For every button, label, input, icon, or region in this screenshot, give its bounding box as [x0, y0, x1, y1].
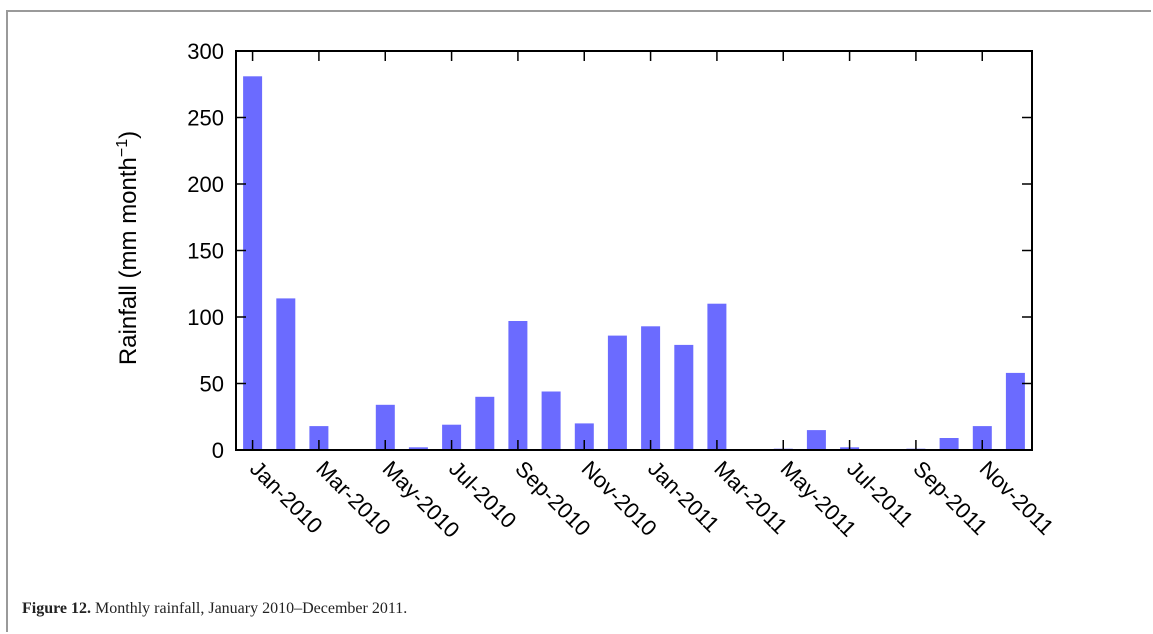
y-tick-label: 300 [187, 39, 224, 64]
y-tick-label: 150 [187, 239, 224, 264]
y-axis-label-close: ) [115, 131, 142, 139]
y-axis-label: Rainfall (mm month−1) [114, 131, 142, 365]
figure-caption: Figure 12. Monthly rainfall, January 201… [22, 600, 407, 618]
bar-jun-2010 [408, 447, 428, 450]
plot-area-border [235, 50, 1033, 451]
figure-frame [6, 10, 1151, 632]
y-tick-label: 250 [187, 106, 224, 131]
y-tick-label: 100 [187, 305, 224, 330]
bar-jan-2011 [641, 326, 661, 450]
bar-mar-2010 [309, 426, 329, 450]
y-ticks: 0 50 100 150 200 250 300 [187, 39, 1032, 463]
bar-oct-2010 [541, 391, 561, 450]
bar-oct-2011 [939, 438, 959, 450]
bar-mar-2011 [707, 303, 727, 450]
bar-jul-2010 [442, 424, 462, 450]
bar-jan-2010 [243, 76, 263, 451]
bar-dec-2011 [1005, 372, 1025, 450]
bar-nov-2011 [972, 426, 992, 450]
bar-aug-2010 [475, 396, 495, 450]
x-tick-label-jan-2010: Jan-2010 [245, 456, 328, 539]
bar-feb-2010 [276, 298, 296, 450]
bar-feb-2011 [674, 344, 694, 450]
bar-may-2010 [375, 404, 395, 450]
y-tick-label: 200 [187, 172, 224, 197]
rainfall-bar-chart: Rainfall (mm month−1) 0 50 100 150 200 250 300… [114, 39, 1059, 543]
bar-nov-2010 [574, 423, 594, 450]
x-ticks: Jan-2010Mar-2010May-2010Jul-2010Sep-2010… [245, 51, 1059, 543]
y-axis-label-text: Rainfall (mm month [115, 157, 142, 365]
svg-text:Rainfall (mm month−1): Rainfall (mm month−1) [114, 131, 142, 365]
y-axis-label-superscript: −1 [114, 139, 131, 157]
bar-sep-2010 [508, 321, 528, 450]
y-tick-label: 50 [200, 372, 224, 397]
bar-jun-2011 [806, 430, 826, 450]
x-tick-label-nov-2011: Nov-2011 [975, 456, 1059, 540]
bars [243, 76, 1025, 451]
figure-caption-text: Monthly rainfall, January 2010–December … [95, 600, 408, 617]
y-tick-label: 0 [212, 438, 224, 463]
bar-dec-2010 [607, 335, 627, 450]
figure-caption-label: Figure 12. [22, 600, 92, 617]
